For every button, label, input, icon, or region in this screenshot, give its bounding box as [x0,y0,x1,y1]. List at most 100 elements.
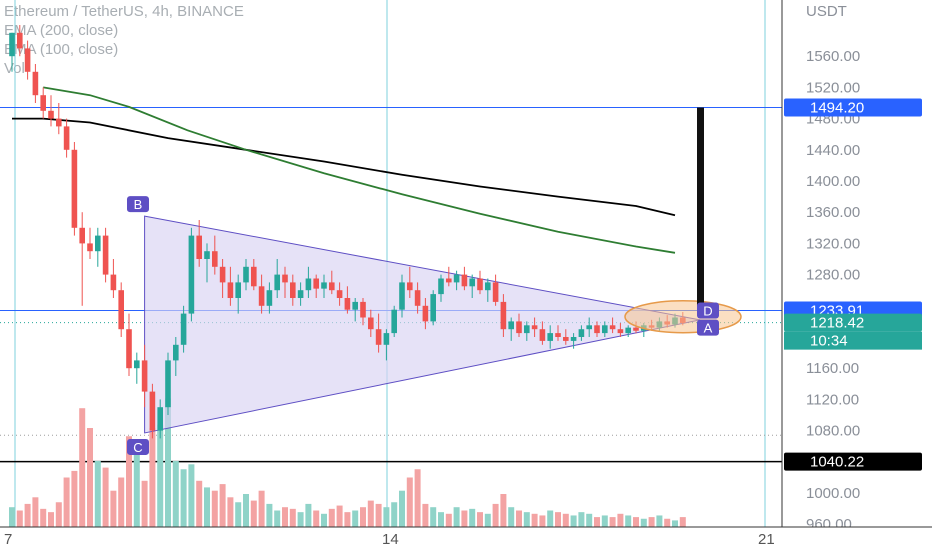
volume-bar [625,515,632,527]
volume-bar [165,398,171,527]
candle [477,278,483,291]
volume-bar [445,513,452,527]
candle [219,266,226,283]
candle [235,282,241,298]
label-a: A [704,321,713,336]
volume-bar [633,517,639,527]
y-tick-label: 1440.00 [806,142,860,159]
volume-bar [640,518,647,527]
candle [196,235,202,259]
candle [102,235,109,275]
currency-label: USDT [806,3,847,20]
candle [95,235,101,252]
candle [336,290,343,298]
volume-bar [492,503,499,527]
volume-bar [414,469,421,527]
volume-bar [94,461,101,527]
candle [430,294,436,322]
volume-bar [71,470,78,527]
volume-bar [126,436,132,527]
candle [118,290,124,330]
volume-bar [274,510,281,527]
candle [282,274,288,283]
y-tick-label: 1360.00 [806,204,860,221]
y-tick-label: 1560.00 [806,48,860,65]
ema200-line [12,117,676,217]
y-tick-label: 1520.00 [806,79,860,96]
x-tick-label: 21 [758,531,775,548]
candle [360,301,366,318]
candle [368,317,374,330]
volume-bar [438,512,444,527]
volume-bar [679,517,686,527]
candle [321,282,327,289]
candle [180,313,187,345]
candle [469,278,475,287]
volume-bar [40,508,47,527]
candle [617,329,624,334]
candle [508,321,514,330]
candle [539,329,546,341]
candle [383,333,390,345]
volume-bar [383,507,390,527]
volume-bar [461,510,468,527]
candle [524,325,530,334]
candle [56,118,62,127]
candle [212,251,218,267]
candle [165,360,171,408]
candle [134,360,140,369]
candle [453,274,460,283]
y-tick-label: 1120.00 [806,391,859,408]
volume-bar [305,503,312,527]
volume-bar [430,507,437,527]
candle [274,274,280,291]
volume-bar [9,507,15,527]
volume-bar [656,515,663,527]
volume-bar [204,487,210,527]
volume-bar [133,454,140,527]
candle [204,251,210,259]
candle [266,290,273,306]
candle [516,321,522,334]
volume-bar [516,510,522,527]
volume-bar [547,510,554,527]
volume-bar [282,507,288,527]
candle [71,149,78,228]
candle [173,344,179,361]
volume-bar [453,507,460,527]
candle [352,301,358,310]
candle [251,266,257,287]
volume-bar [250,500,257,527]
volume-bar [562,513,569,527]
candle [586,325,592,330]
candle [438,278,444,295]
label-b: B [134,197,143,212]
volume-bar [328,508,335,527]
price-tag-label: 1494.20 [810,100,864,117]
volume-bar [149,428,156,527]
volume-bar [110,490,117,527]
candle [110,274,117,291]
candle [305,278,312,291]
volume-bar [539,515,546,527]
volume-bar [289,508,296,527]
volume-bar [391,502,398,527]
candle [243,266,249,283]
y-tick-label: 1320.00 [806,235,860,252]
volume-bar [523,512,530,527]
candle [157,407,163,431]
candle [290,282,296,298]
volume-bar [367,500,374,527]
candle [87,243,93,252]
volume-bar [477,512,483,527]
volume-bar [594,517,600,527]
countdown-label: 10:34 [810,333,848,350]
volume-bar [79,408,86,527]
candle [609,325,616,330]
label-a-box [697,319,719,336]
y-tick-label: 1280.00 [806,267,860,284]
volume-bar [24,503,31,527]
volume-bar [344,512,351,527]
label-d: D [703,303,712,318]
